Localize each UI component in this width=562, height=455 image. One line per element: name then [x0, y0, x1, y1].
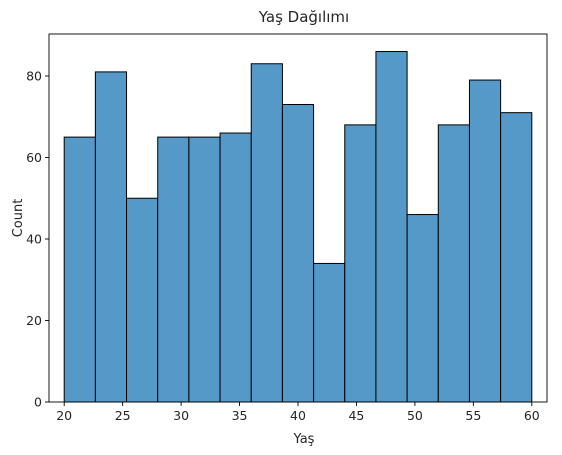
histogram-bar [63, 136, 96, 403]
histogram-bar [219, 132, 252, 403]
histogram-bar [188, 136, 221, 403]
x-tick-label: 20 [56, 408, 72, 423]
x-tick-label: 55 [465, 408, 481, 423]
y-axis: 0 20 40 60 80 [26, 68, 49, 410]
histogram-bar [500, 112, 533, 403]
y-axis-label: Count [11, 199, 26, 238]
chart-title: Yaş Dağılımı [258, 8, 349, 26]
histogram-bar [468, 79, 502, 403]
histogram-bar [250, 63, 283, 403]
x-tick-label: 45 [348, 408, 364, 423]
histogram-bar [437, 124, 470, 403]
bars-group [63, 51, 533, 403]
x-tick-label: 40 [290, 408, 306, 423]
histogram-bar [281, 104, 315, 403]
x-tick-label: 35 [232, 408, 248, 423]
x-tick-label: 25 [115, 408, 131, 423]
histogram-bar [344, 124, 377, 403]
histogram-bar [313, 262, 346, 403]
y-tick-label: 80 [26, 68, 42, 83]
x-axis: 20 25 30 35 40 45 50 55 60 [56, 402, 540, 423]
y-tick-label: 20 [26, 313, 42, 328]
histogram-bar [126, 197, 159, 403]
y-tick-label: 0 [34, 395, 42, 410]
x-tick-label: 50 [407, 408, 423, 423]
x-axis-label: Yaş [293, 432, 315, 447]
histogram-bar [94, 71, 128, 403]
histogram-bar [406, 214, 439, 403]
x-tick-label: 30 [173, 408, 189, 423]
histogram-bar [157, 136, 190, 403]
y-tick-label: 40 [26, 231, 42, 246]
y-tick-label: 60 [26, 150, 42, 165]
x-tick-label: 60 [524, 408, 540, 423]
histogram-bar [375, 51, 408, 403]
